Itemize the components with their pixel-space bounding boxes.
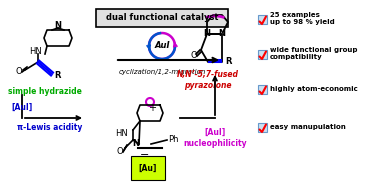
Text: cyclization/1,2-migration: cyclization/1,2-migration (118, 69, 206, 75)
Text: N,N’-5,7-fused
pyrazolone: N,N’-5,7-fused pyrazolone (177, 70, 239, 90)
Text: nucleophilicity: nucleophilicity (183, 139, 247, 147)
FancyBboxPatch shape (258, 85, 267, 94)
Text: N: N (218, 29, 226, 39)
Text: [Au]: [Au] (139, 163, 157, 173)
Text: −: − (140, 150, 150, 160)
Text: wide functional group
compatibility: wide functional group compatibility (270, 47, 358, 60)
Text: 25 examples
up to 98 % yield: 25 examples up to 98 % yield (270, 12, 335, 25)
Text: +: + (148, 103, 156, 113)
Text: highly atom-economic: highly atom-economic (270, 85, 358, 91)
Text: dual functional catalyst: dual functional catalyst (106, 13, 218, 22)
Text: O: O (16, 67, 22, 77)
Text: O: O (117, 147, 123, 156)
Text: N: N (203, 29, 211, 39)
Text: R: R (225, 57, 231, 67)
Text: simple hydrazide: simple hydrazide (8, 88, 82, 97)
Text: Ph: Ph (168, 136, 178, 145)
Text: easy manupulation: easy manupulation (270, 123, 346, 129)
Text: HN: HN (115, 129, 128, 139)
Text: AuI: AuI (154, 42, 170, 50)
Text: [AuI]: [AuI] (11, 102, 33, 112)
FancyBboxPatch shape (258, 15, 267, 24)
Text: HN: HN (29, 47, 42, 57)
FancyBboxPatch shape (258, 50, 267, 59)
Text: R: R (54, 71, 60, 81)
Text: π-Lewis acidity: π-Lewis acidity (17, 123, 83, 132)
Text: [AuI]: [AuI] (204, 128, 226, 136)
FancyBboxPatch shape (258, 123, 267, 132)
Text: N: N (133, 139, 139, 149)
Text: O: O (191, 51, 197, 60)
FancyBboxPatch shape (96, 9, 228, 27)
Text: N: N (54, 22, 62, 30)
